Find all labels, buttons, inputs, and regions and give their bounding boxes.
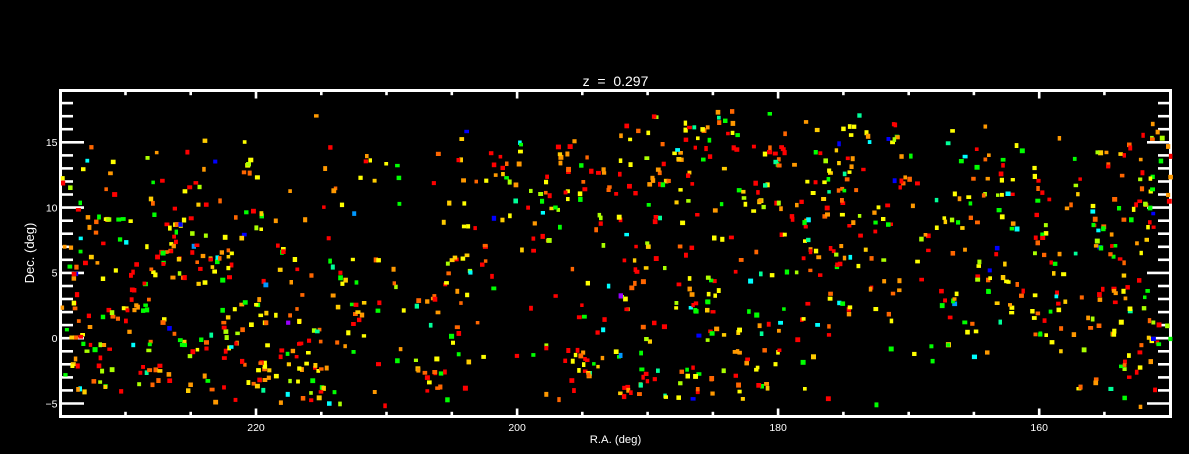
svg-text:Dec. (deg): Dec. (deg) — [22, 223, 37, 284]
svg-text:220: 220 — [247, 422, 265, 434]
svg-text:z = 0.297: z = 0.297 — [583, 73, 649, 89]
svg-text:160: 160 — [1030, 422, 1048, 434]
svg-text:R.A. (deg): R.A. (deg) — [590, 434, 642, 446]
svg-text:10: 10 — [46, 202, 58, 214]
svg-text:0: 0 — [52, 333, 58, 345]
svg-text:5: 5 — [52, 268, 58, 280]
svg-text:15: 15 — [46, 137, 58, 149]
svg-text:200: 200 — [508, 422, 526, 434]
svg-text:180: 180 — [769, 422, 787, 434]
svg-text:−5: −5 — [46, 398, 58, 410]
